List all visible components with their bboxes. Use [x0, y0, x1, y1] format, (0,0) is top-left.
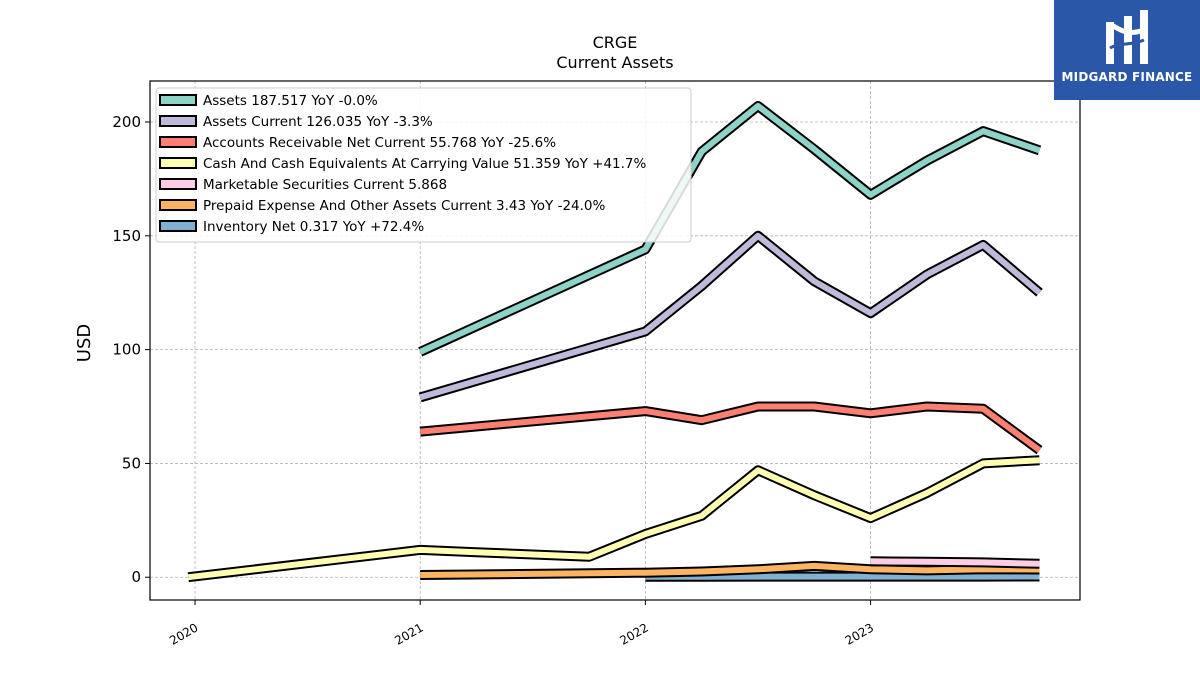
series-line — [870, 558, 1040, 567]
legend-swatch — [159, 94, 197, 106]
legend-label: Inventory Net 0.317 YoY +72.4% — [203, 219, 424, 235]
y-tick-label: 50 — [122, 454, 141, 472]
midgard-logo-icon — [1106, 10, 1148, 64]
legend-label: Assets 187.517 YoY -0.0% — [203, 93, 378, 109]
midgard-finance-logo: MIDGARD FINANCE — [1054, 0, 1200, 100]
x-tick-label: 2023 — [843, 620, 876, 647]
y-tick-label: 0 — [131, 568, 141, 586]
legend-swatch — [159, 115, 197, 127]
legend-swatch — [159, 136, 197, 148]
y-tick-label: 100 — [112, 341, 141, 359]
legend-label: Prepaid Expense And Other Assets Current… — [203, 198, 606, 214]
y-axis-label: USD — [74, 324, 95, 362]
plot-area-frame — [149, 80, 1081, 601]
y-tick-label: 150 — [112, 227, 141, 245]
chart-title: CRGE — [593, 33, 638, 52]
legend-label: Assets Current 126.035 YoY -3.3% — [203, 114, 433, 130]
legend-swatch — [159, 199, 197, 211]
legend-swatch — [159, 178, 197, 190]
legend-swatch — [159, 157, 197, 169]
legend: Assets 187.517 YoY -0.0% Assets Current 1… — [155, 87, 692, 243]
series-line — [419, 232, 1042, 401]
chart-subtitle: Current Assets — [556, 53, 673, 72]
x-tick-label: 2022 — [617, 620, 650, 647]
logo-text: MIDGARD FINANCE — [1061, 70, 1193, 84]
legend-label: Cash And Cash Equivalents At Carrying Va… — [203, 156, 647, 172]
legend-label: Accounts Receivable Net Current 55.768 Y… — [203, 135, 556, 151]
legend-label: Marketable Securities Current 5.868 — [203, 177, 447, 193]
legend-swatch — [159, 220, 197, 232]
series-layer — [187, 101, 1043, 583]
series-line — [419, 403, 1042, 453]
x-tick-label: 2020 — [167, 620, 200, 647]
series-line — [187, 457, 1040, 581]
series-line — [420, 562, 1040, 578]
legend-box — [155, 87, 692, 243]
y-tick-label: 200 — [112, 113, 141, 131]
x-tick-label: 2021 — [392, 620, 425, 647]
